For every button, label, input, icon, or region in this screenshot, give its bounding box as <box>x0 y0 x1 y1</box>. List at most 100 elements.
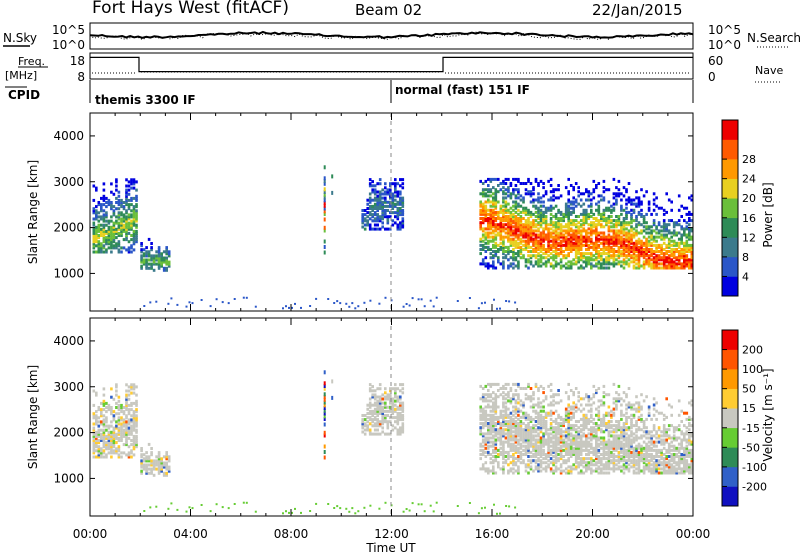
velocity-cell <box>514 444 518 448</box>
power-cell <box>504 192 508 196</box>
power-cell <box>542 256 545 260</box>
power-cell <box>645 254 648 258</box>
power-cell <box>117 227 121 231</box>
power-cell <box>373 219 377 223</box>
power-cell <box>389 227 392 231</box>
velocity-cell <box>95 436 98 440</box>
velocity-cell <box>487 471 490 475</box>
power-cell <box>497 212 500 216</box>
velocity-cell <box>537 440 540 444</box>
power-cell <box>323 212 326 216</box>
power-cell <box>132 248 136 252</box>
power-cell <box>590 204 593 208</box>
power-cell <box>612 202 616 206</box>
velocity-cell <box>502 420 505 423</box>
velocity-cell <box>564 428 568 432</box>
power-cell <box>549 235 553 239</box>
power-cell <box>130 238 133 242</box>
velocity-cell <box>484 469 488 473</box>
velocity-cell <box>542 448 545 452</box>
velocity-cell <box>605 440 608 444</box>
velocity-cell <box>539 455 543 458</box>
velocity-cell <box>107 432 111 436</box>
power-cell <box>125 217 128 221</box>
power-cell <box>132 213 136 217</box>
velocity-cell <box>107 403 111 407</box>
power-cell <box>650 229 653 233</box>
velocity-cell <box>509 415 513 419</box>
power-cell <box>512 266 515 270</box>
velocity-cell <box>537 448 540 452</box>
velocity-cell <box>539 461 543 465</box>
power-cell <box>132 205 136 209</box>
velocity-cell <box>632 415 636 419</box>
power-cell <box>145 250 148 254</box>
power-cell <box>577 266 580 270</box>
power-cell <box>376 227 379 231</box>
power-cell <box>564 208 568 212</box>
velocity-cell <box>160 461 163 465</box>
power-cell <box>625 202 628 206</box>
power-cell <box>685 250 689 253</box>
power-cell <box>102 213 106 217</box>
velocity-cell <box>479 426 482 430</box>
velocity-cell <box>547 403 550 407</box>
velocity-cell <box>122 434 126 438</box>
power-cell <box>652 262 656 266</box>
power-cell <box>685 212 689 216</box>
velocity-cell <box>622 446 626 450</box>
velocity-cell <box>92 416 96 420</box>
velocity-cell <box>544 457 548 461</box>
power-cell <box>479 202 482 206</box>
power-cell <box>492 204 495 208</box>
velocity-cell <box>595 438 598 442</box>
power-cell <box>660 262 663 266</box>
power-cell <box>537 212 540 216</box>
velocity-cell <box>524 444 528 448</box>
power-cell <box>539 200 543 204</box>
power-cell <box>191 302 194 305</box>
velocity-cell <box>602 446 606 450</box>
velocity-cell <box>552 463 555 467</box>
velocity-cell <box>630 430 633 434</box>
power-cell <box>632 210 636 214</box>
power-cell <box>652 260 656 264</box>
velocity-cell <box>484 467 488 471</box>
velocity-cell <box>642 426 646 430</box>
power-cell <box>512 256 515 260</box>
velocity-cell <box>617 438 621 442</box>
power-cell <box>507 250 510 253</box>
power-cell <box>587 198 591 202</box>
power-cell <box>489 208 493 212</box>
power-cell <box>132 182 136 186</box>
power-cell <box>481 190 485 194</box>
velocity-cell <box>610 430 613 434</box>
velocity-cell <box>539 436 543 440</box>
velocity-cell <box>557 446 560 450</box>
velocity-cell <box>637 428 641 432</box>
velocity-cell <box>517 382 520 386</box>
velocity-cell <box>640 428 643 432</box>
velocity-cell <box>567 453 570 456</box>
power-cell <box>102 246 106 250</box>
power-cell <box>499 210 503 214</box>
power-cell <box>504 245 508 249</box>
power-cell <box>487 212 490 216</box>
power-cell <box>579 252 583 256</box>
power-cell <box>527 237 530 241</box>
power-cell <box>371 219 374 223</box>
power-cell <box>389 182 392 186</box>
velocity-cell <box>517 393 520 397</box>
power-cell <box>642 252 646 256</box>
power-cell <box>602 217 606 220</box>
power-cell <box>642 217 646 220</box>
power-cell <box>685 245 689 249</box>
power-cell <box>655 196 658 200</box>
velocity-cell <box>150 467 153 471</box>
velocity-cell <box>585 461 588 465</box>
power-cell <box>508 300 511 303</box>
velocity-cell <box>492 434 495 438</box>
power-cell <box>622 219 626 223</box>
velocity-cell <box>376 418 379 422</box>
power-cell <box>142 262 146 266</box>
